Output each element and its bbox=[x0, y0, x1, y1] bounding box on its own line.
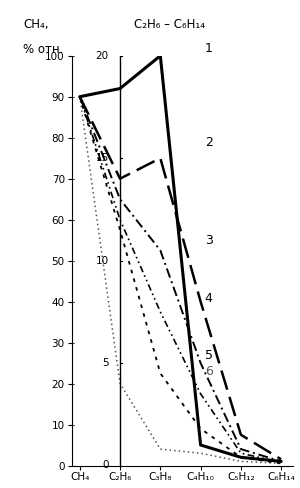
Text: 20: 20 bbox=[96, 51, 109, 61]
Text: CH₄,: CH₄, bbox=[23, 18, 49, 31]
Text: 5: 5 bbox=[205, 349, 213, 362]
Text: 15: 15 bbox=[95, 153, 109, 163]
Text: % отн.: % отн. bbox=[23, 43, 63, 56]
Text: 1: 1 bbox=[205, 41, 212, 55]
Text: 6: 6 bbox=[205, 366, 212, 378]
Text: 3: 3 bbox=[205, 234, 212, 247]
Text: 4: 4 bbox=[205, 292, 212, 305]
Text: 2: 2 bbox=[205, 136, 212, 149]
Text: 10: 10 bbox=[96, 256, 109, 265]
Text: 0: 0 bbox=[102, 461, 109, 470]
Text: C₂H₆ – C₆H₁₄: C₂H₆ – C₆H₁₄ bbox=[134, 18, 205, 31]
Text: 5: 5 bbox=[102, 358, 109, 368]
